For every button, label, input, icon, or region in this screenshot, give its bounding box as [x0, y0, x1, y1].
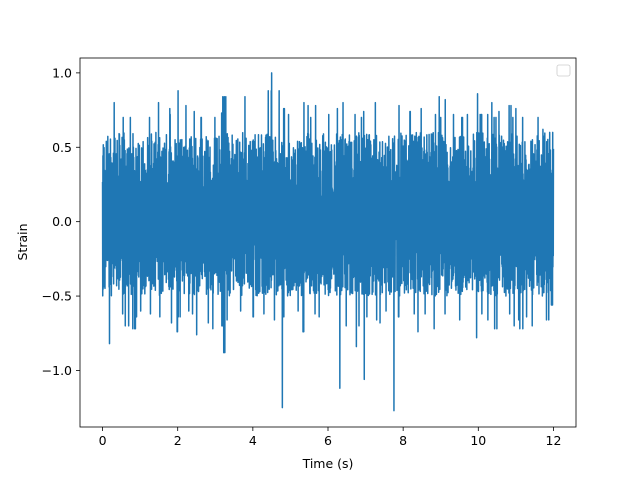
x-tick-label: 10 [470, 433, 486, 448]
x-tick-label: 4 [249, 433, 257, 448]
y-axis-label: Strain [15, 223, 30, 260]
x-tick-label: 12 [546, 433, 562, 448]
y-axis: −1.0 −0.5 0.0 0.5 1.0 [42, 65, 80, 378]
strain-series-line [101, 72, 555, 412]
y-tick-label: 0.5 [52, 140, 72, 155]
x-tick-label: 8 [399, 433, 407, 448]
x-axis: 0 2 4 6 8 10 12 [99, 427, 562, 448]
y-tick-label: −1.0 [42, 363, 72, 378]
x-tick-label: 0 [99, 433, 107, 448]
y-tick-label: 0.0 [52, 214, 72, 229]
x-tick-label: 6 [324, 433, 332, 448]
y-tick-label: 1.0 [52, 65, 72, 80]
plot-area [101, 72, 555, 412]
y-tick-label: −0.5 [42, 289, 72, 304]
x-axis-label: Time (s) [302, 456, 354, 471]
x-tick-label: 2 [174, 433, 182, 448]
legend-box [556, 64, 571, 77]
